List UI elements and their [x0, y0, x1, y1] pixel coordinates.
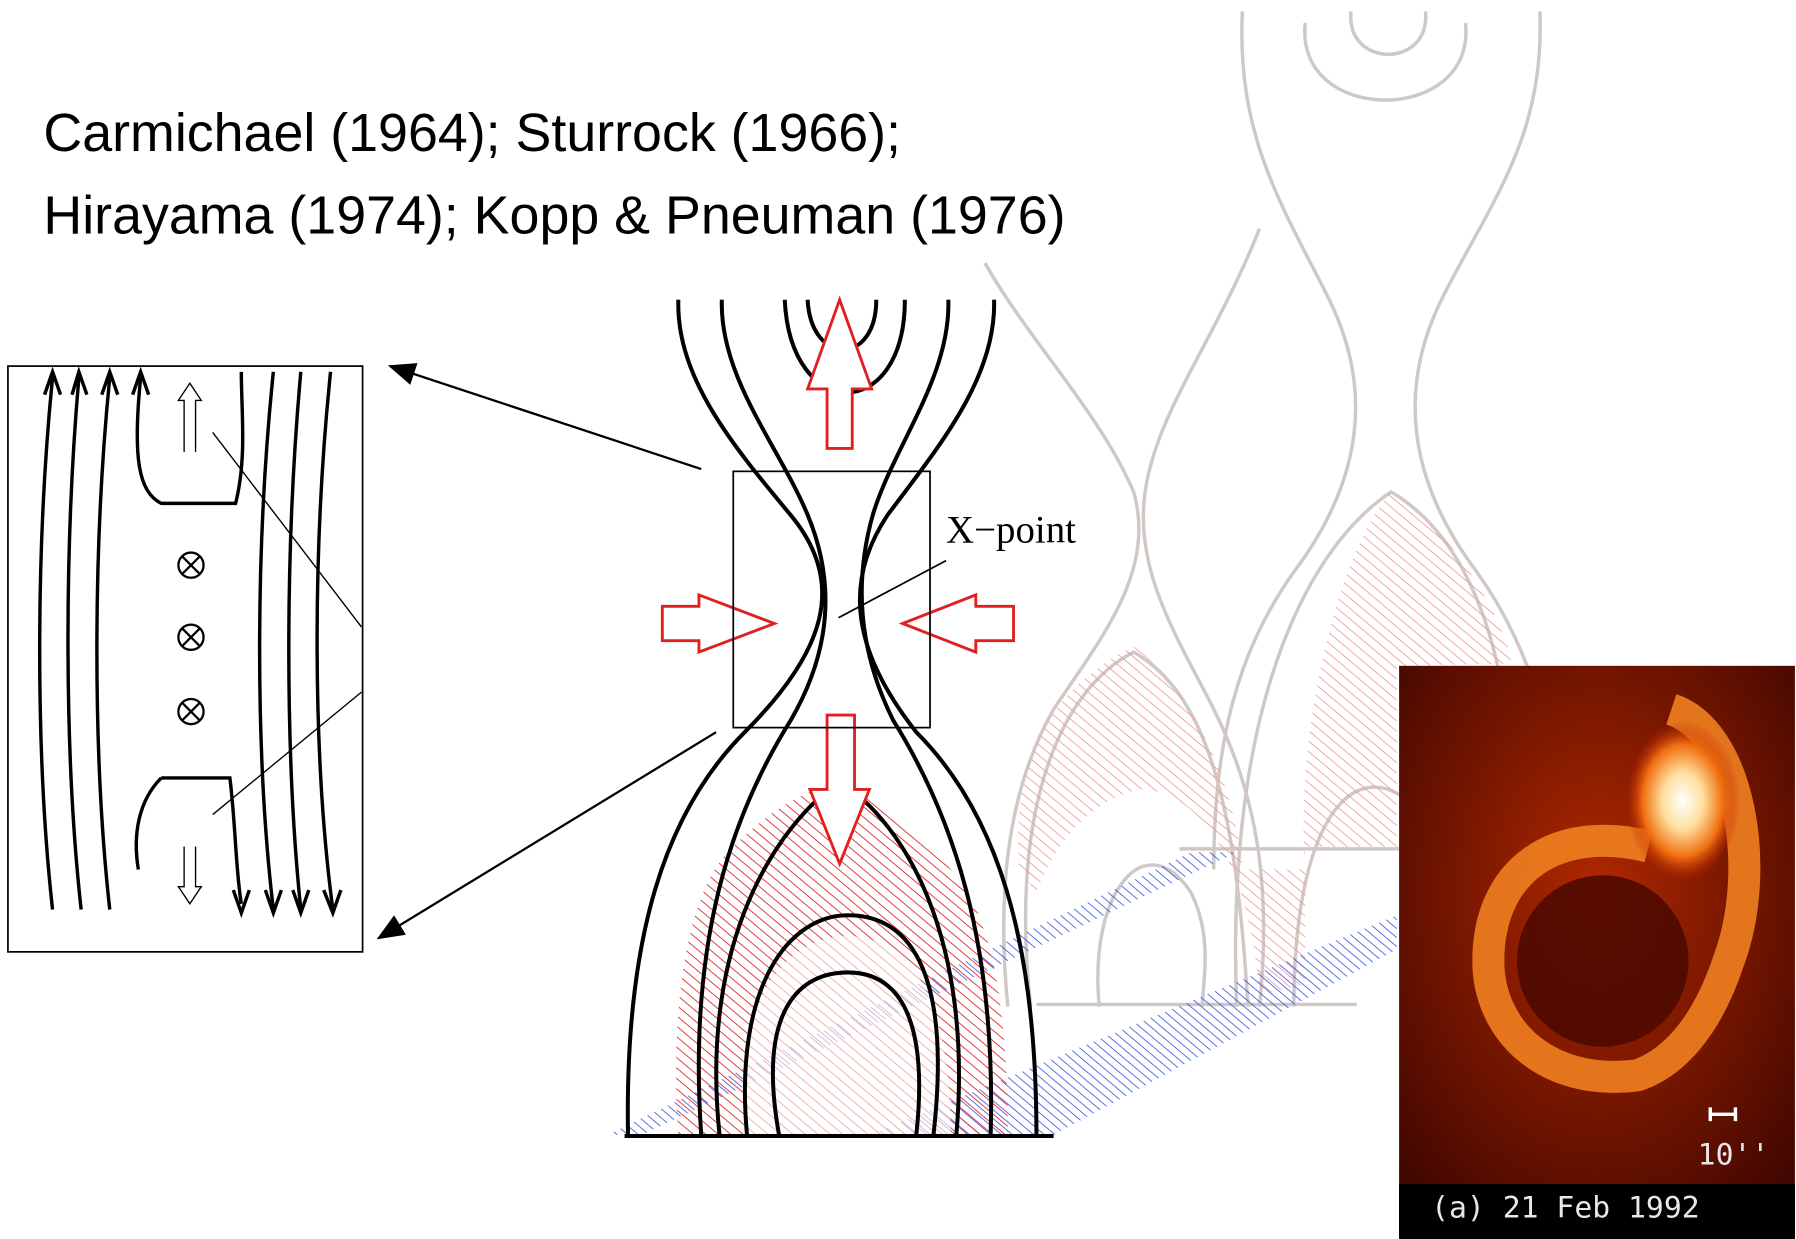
title-line: Hirayama (1974); Kopp & Pneuman (1976) [43, 185, 1065, 245]
field-lines-part [625, 299, 825, 1135]
field-lines-part [770, 970, 922, 1136]
zoom-part [838, 559, 947, 619]
background-model-part [1349, 11, 1428, 56]
inset-part-part [177, 623, 205, 651]
flare-image: 10'' (a) 21 Feb 1992 [1399, 665, 1795, 1239]
inset-part-part [212, 691, 362, 816]
flare-image-part [1708, 1107, 1738, 1122]
background-hatch [1018, 491, 1512, 996]
field-lines-part [859, 299, 994, 1135]
zoom-part [732, 470, 931, 729]
inset-part-part [95, 377, 112, 910]
flare-image-part [1399, 1184, 1795, 1239]
field-lines-part [696, 299, 828, 1136]
inset-part-part [135, 371, 245, 506]
inset-part [37, 366, 343, 919]
background-model-part [1141, 228, 1266, 1007]
inset-part-part [161, 776, 244, 905]
inset-part-part [181, 555, 201, 576]
inset-part-part [257, 371, 276, 910]
inset-part-part [177, 697, 205, 726]
inset-part-part [212, 432, 362, 628]
field-lines-part [742, 913, 940, 1136]
background-model-part [1212, 11, 1358, 870]
inset-part-part [315, 371, 335, 910]
flare-image-part [1625, 720, 1741, 881]
inset-part-part [37, 377, 55, 910]
flare-loops [676, 781, 1008, 1135]
inset-part [7, 365, 364, 953]
flow-arrows-part [898, 592, 1015, 655]
inset-part [177, 551, 205, 726]
flare-image-part [1516, 875, 1689, 1047]
inset-part-part [181, 627, 201, 648]
flow-arrows-part [660, 592, 779, 655]
flow-arrows [660, 295, 1015, 868]
title-line: Carmichael (1964); Sturrock (1966); [43, 103, 901, 163]
image-caption: (a) 21 Feb 1992 [1431, 1190, 1700, 1225]
inset [7, 365, 364, 953]
field-lines-part [858, 299, 1039, 1135]
background-hatch-part [1018, 491, 1512, 996]
flare-image-part [1472, 694, 1761, 1093]
inset-part [177, 382, 362, 906]
inset-part-part [42, 366, 151, 396]
background-model-part [1303, 22, 1468, 102]
inset-part-part [134, 776, 163, 870]
inset-part-part [66, 377, 83, 910]
flow-arrows-part [805, 295, 874, 450]
inset-part-part [287, 371, 303, 910]
background-model-part [983, 262, 1141, 1007]
flare-loops-part [742, 935, 951, 1135]
zoom-part [376, 731, 717, 940]
zoom-part [387, 363, 702, 471]
scale-label: 10'' [1698, 1138, 1770, 1173]
x-point-label: X−point [946, 508, 1076, 551]
zoom [376, 363, 947, 940]
inset-part-part [177, 846, 203, 906]
inset-part-part [231, 889, 343, 919]
inset-part-part [177, 551, 205, 579]
inset-part-part [177, 382, 203, 452]
inset-part-part [181, 701, 201, 722]
